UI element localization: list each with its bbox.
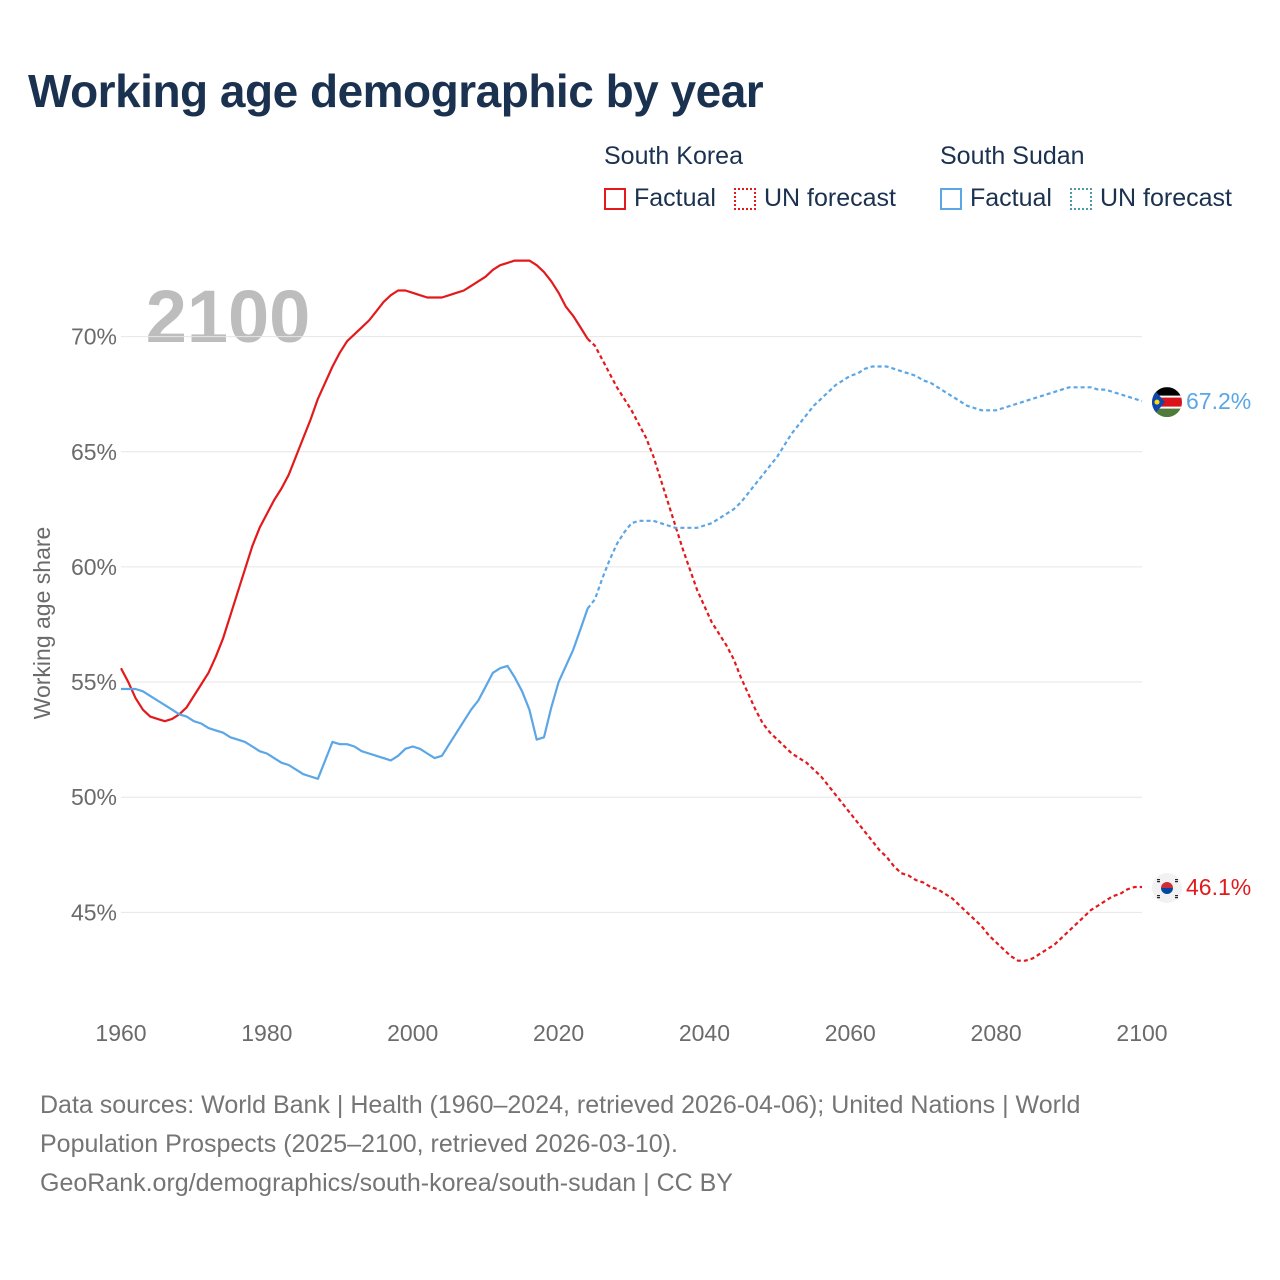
legend-label: UN forecast <box>1099 184 1232 212</box>
footer-source: Data sources: World Bank | Health (1960–… <box>40 1086 1220 1203</box>
axis-layer: 45% 50% 55% 60% 65% 70% 1960 1980 2000 2020 2040 20… <box>29 324 1168 1046</box>
legend-entry-south-sudan-forecast[interactable]: UN forecast <box>1069 184 1232 213</box>
x-tick-label: 1960 <box>95 1020 146 1046</box>
y-tick-label: 45% <box>71 899 117 925</box>
legend-group-south-korea: South Korea Factual UN forecast <box>604 142 896 213</box>
chart-title: Working age demographic by year <box>28 65 764 117</box>
x-tick-label: 1980 <box>241 1020 292 1046</box>
south-korea-forecast-line[interactable] <box>586 338 1142 962</box>
year-watermark: 2100 <box>146 275 311 358</box>
grid-layer <box>121 336 1142 913</box>
y-tick-label: 55% <box>71 669 117 695</box>
south-korea-flag-icon <box>1152 873 1182 904</box>
x-tick-label: 2020 <box>533 1020 584 1046</box>
legend-label: UN forecast <box>763 184 896 212</box>
legend-group-south-sudan: South Sudan Factual UN forecast <box>940 142 1232 213</box>
x-tick-label: 2080 <box>971 1020 1022 1046</box>
south-sudan-end-label: 67.2% <box>1186 388 1251 414</box>
y-axis-label: Working age share <box>29 527 55 720</box>
x-tick-label: 2040 <box>679 1020 730 1046</box>
y-tick-label: 50% <box>71 784 117 810</box>
x-tick-label: 2000 <box>387 1020 438 1046</box>
south-korea-end-label: 46.1% <box>1186 874 1251 900</box>
south-sudan-forecast-line[interactable] <box>586 365 1143 610</box>
legend-label: Factual <box>970 184 1052 212</box>
y-tick-label: 60% <box>71 554 117 580</box>
y-tick-label: 65% <box>71 439 117 465</box>
footer-line: Population Prospects (2025–2100, retriev… <box>40 1130 678 1158</box>
footer-line: GeoRank.org/demographics/south-korea/sou… <box>40 1169 733 1197</box>
south-korea-factual-line[interactable] <box>120 259 589 723</box>
legend-swatch-dotted <box>1069 187 1092 210</box>
series-layer <box>120 259 1143 962</box>
line-chart: 2100 45% 50% 55% 60% 65% 70% 1960 1980 2000 2020 2… <box>29 259 1251 1046</box>
south-sudan-flag-icon <box>1152 387 1182 418</box>
legend-swatch-dotted <box>733 187 756 210</box>
legend-group-name: South Sudan <box>940 142 1085 170</box>
south-sudan-factual-line[interactable] <box>121 608 589 780</box>
x-tick-label: 2100 <box>1116 1020 1167 1046</box>
legend-group-name: South Korea <box>604 142 743 170</box>
footer-line: Data sources: World Bank | Health (1960–… <box>40 1091 1081 1119</box>
y-tick-label: 70% <box>71 324 117 350</box>
legend-entry-south-korea-factual[interactable]: Factual <box>604 184 716 213</box>
end-label-layer: 46.1% 67.2% <box>1152 387 1251 904</box>
x-tick-label: 2060 <box>825 1020 876 1046</box>
legend-label: Factual <box>634 184 716 212</box>
legend-swatch-solid <box>940 187 962 210</box>
legend-entry-south-sudan-factual[interactable]: Factual <box>940 184 1052 213</box>
legend-swatch-solid <box>604 187 626 210</box>
legend-entry-south-korea-forecast[interactable]: UN forecast <box>733 184 896 213</box>
